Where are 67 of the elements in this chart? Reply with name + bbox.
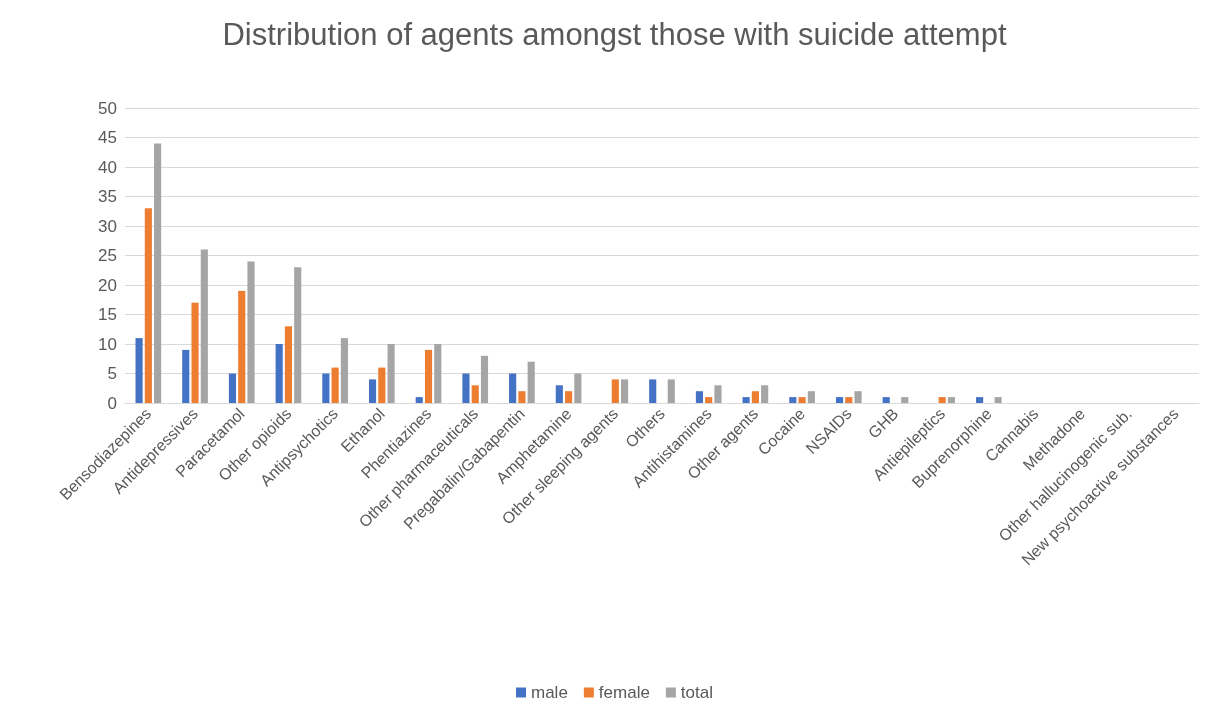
bar — [275, 344, 283, 403]
bar — [182, 349, 190, 403]
bar — [751, 391, 759, 403]
bar — [555, 385, 563, 403]
y-tick-label: 10 — [98, 334, 117, 354]
bar — [322, 373, 330, 403]
bar — [200, 249, 208, 403]
bar — [565, 391, 573, 403]
bar — [976, 397, 984, 403]
bar — [761, 385, 769, 403]
bar — [154, 143, 162, 403]
bar — [938, 397, 946, 403]
y-tick-label: 50 — [98, 98, 117, 118]
bar — [480, 355, 489, 403]
bar — [527, 361, 535, 403]
legend-label: female — [598, 683, 650, 702]
bar — [415, 397, 423, 403]
bar — [649, 379, 657, 403]
y-tick-label: 5 — [107, 364, 117, 383]
bar — [667, 379, 675, 403]
y-tick-label: 25 — [98, 246, 117, 265]
y-tick-label: 15 — [98, 305, 117, 324]
bar — [424, 349, 433, 403]
bar — [471, 385, 479, 403]
bar — [854, 391, 862, 403]
y-tick-label: 0 — [107, 393, 117, 413]
bar — [518, 391, 526, 403]
bar — [947, 397, 956, 403]
y-tick-label: 30 — [98, 216, 117, 236]
bar — [284, 326, 292, 403]
bar — [882, 397, 890, 403]
bar — [621, 379, 629, 403]
bar — [434, 344, 442, 403]
bar — [368, 379, 377, 403]
bar — [378, 367, 386, 403]
bar — [228, 373, 237, 403]
y-tick-label: 45 — [98, 128, 117, 147]
bar — [845, 397, 853, 403]
chart-title: Distribution of agents amongst those with suicide attempt — [222, 17, 1007, 52]
legend-label: total — [680, 683, 714, 702]
bar — [705, 397, 713, 403]
bar — [901, 397, 909, 403]
bar — [144, 208, 152, 403]
bar — [238, 290, 246, 403]
y-tick-label: 35 — [98, 187, 117, 206]
bar — [331, 367, 339, 403]
bar — [994, 397, 1002, 403]
bar — [247, 261, 255, 403]
bar — [135, 338, 143, 403]
bar — [798, 397, 806, 403]
legend-label: male — [531, 683, 568, 702]
bar — [611, 379, 619, 403]
bar — [714, 385, 722, 403]
bar — [340, 338, 348, 403]
bar — [835, 397, 844, 403]
bar — [387, 344, 395, 403]
bar — [695, 391, 703, 403]
bar — [789, 397, 797, 403]
y-tick-label: 20 — [98, 275, 117, 295]
bar — [462, 373, 470, 403]
bar — [509, 373, 517, 403]
bar — [191, 302, 199, 403]
bar — [807, 391, 815, 403]
bar — [574, 373, 582, 403]
y-tick-label: 40 — [98, 157, 117, 177]
bar — [742, 397, 750, 403]
bar — [294, 267, 302, 403]
